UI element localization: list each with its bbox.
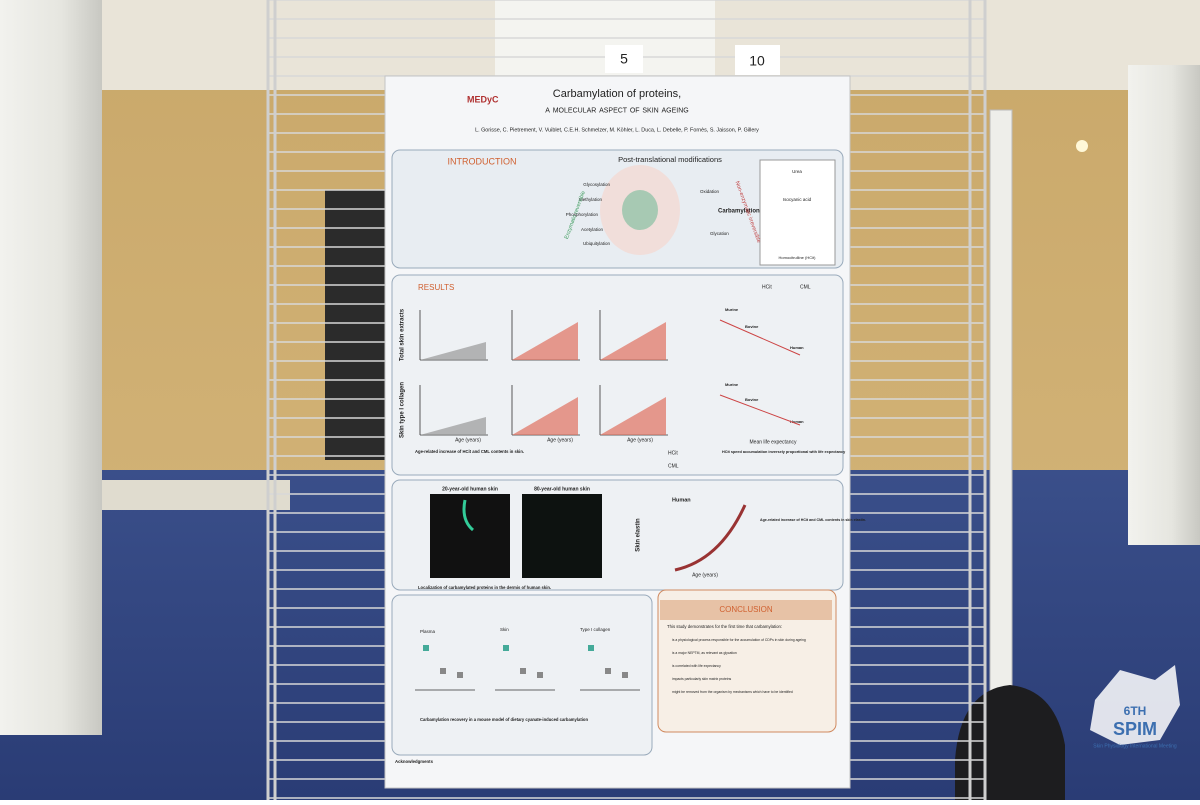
thumb-box — [503, 645, 509, 651]
conclusion-bullet: is a major NEPTM, as relevant as glycati… — [672, 651, 737, 655]
axis-label: Age (years) — [455, 437, 481, 443]
thumb-box — [622, 672, 628, 678]
reaction-label: Urea — [792, 169, 802, 174]
result-thumbnails — [415, 310, 801, 691]
legend-label: HCit — [668, 450, 678, 456]
caption: Localization of carbamylated proteins in… — [418, 585, 551, 590]
modification-label: Phosphorylation — [566, 212, 599, 217]
species-label: Human — [790, 419, 804, 424]
species-label: Human — [790, 345, 804, 350]
modification-label: Methylation — [579, 197, 603, 202]
thumb-box — [537, 672, 543, 678]
thumb-line — [719, 394, 801, 426]
number-card-label: 5 — [620, 51, 628, 67]
legend-label: CML — [668, 463, 679, 469]
thumb-box — [588, 645, 594, 651]
caption: HCit speed accumulation inversely propor… — [722, 450, 846, 454]
ceiling-light — [1076, 140, 1088, 152]
thumb-curve — [674, 504, 747, 572]
species-label: Bovine — [745, 397, 759, 402]
thumb-area — [420, 342, 486, 360]
species-label: Murine — [725, 382, 739, 387]
micrograph — [430, 494, 510, 578]
reaction-label: Isocyanic acid — [783, 197, 812, 202]
modification-label: Acetylation — [581, 227, 604, 232]
caption: Age-related increase of HCit and CML con… — [415, 449, 524, 454]
side-poster — [989, 109, 1013, 751]
logo-text: MEDyC — [467, 94, 499, 104]
thumb-box — [423, 645, 429, 651]
pillar — [0, 0, 102, 735]
panel-label: Type I collagen — [580, 627, 611, 632]
reaction-label: Homocitrulline (HCit) — [779, 255, 817, 260]
row-label: Total skin extracts — [400, 308, 406, 361]
conclusion-bullet: is a physiological process responsible f… — [672, 638, 806, 642]
modification-label: Carbamylation — [718, 209, 760, 215]
thumb-area — [420, 417, 486, 435]
mouse-panel — [391, 594, 653, 756]
micrograph — [522, 494, 602, 578]
image-label: 80-year-old human skin — [534, 486, 590, 492]
protein-illustration — [622, 190, 658, 230]
conclusion-bullet: impacts particularly skin matrix protein… — [672, 677, 731, 681]
axis-label: Age (years) — [547, 437, 573, 443]
section-heading: INTRODUCTION — [448, 156, 517, 166]
conclusion-panel — [657, 589, 837, 733]
species-label: Human — [672, 497, 691, 503]
species-label: Bovine — [745, 324, 759, 329]
section-heading: CONCLUSION — [719, 605, 773, 614]
pillar — [1128, 65, 1200, 545]
number-card — [735, 45, 780, 75]
thumb-area — [600, 322, 666, 360]
conclusion-bullet: is correlated with life expectancy — [672, 664, 721, 668]
axis-label: Mean life expectancy — [750, 439, 797, 445]
backpack — [955, 685, 1065, 800]
species-label: Murine — [725, 307, 739, 312]
baseboard — [100, 480, 290, 510]
legend-label: CML — [800, 284, 811, 290]
panel-label: Skin — [500, 627, 509, 632]
conclusion-bullet: might be removed from the organism by me… — [672, 690, 793, 694]
legend-label: HCit — [762, 284, 772, 290]
caption: Carbamylation recovery in a mouse model … — [420, 717, 588, 722]
modification-label: Ubiquitylation — [583, 241, 611, 246]
row-label: Skin type I collagen — [400, 382, 406, 438]
acknowledgments: Acknowledgments — [395, 759, 434, 764]
modification-label: Glycation — [710, 231, 729, 236]
badge-edition: 6TH — [1124, 704, 1147, 718]
thumb-area — [512, 397, 578, 435]
staining — [462, 499, 475, 532]
badge-subtitle: Skin Physiology International Meeting — [1093, 743, 1177, 749]
poster-title: Carbamylation of proteins, — [553, 88, 681, 100]
doorway — [325, 190, 385, 460]
thumb-box — [605, 668, 611, 674]
authors: L. Gorisse, C. Pietrement, V. Vuiblet, C… — [475, 127, 759, 133]
diagram-title: Post-translational modifications — [618, 155, 722, 164]
axis-label: Age (years) — [692, 572, 718, 578]
thumb-box — [520, 668, 526, 674]
badge-name: SPIM — [1113, 719, 1157, 739]
number-card — [605, 45, 643, 73]
modification-label: Glycosylation — [583, 182, 610, 187]
caption: Age-related increase of HCit and CML con… — [760, 518, 866, 522]
badge-shape — [1090, 665, 1180, 745]
number-card-label: 10 — [749, 53, 765, 69]
poster-title: a molecular aspect of skin ageing — [545, 105, 688, 116]
reaction-box — [759, 159, 836, 266]
thumb-box — [457, 672, 463, 678]
thumb-area — [512, 322, 578, 360]
panel-label: Plasma — [420, 629, 436, 634]
axis-label: Age (years) — [627, 437, 653, 443]
row-label: Skin elastin — [636, 518, 642, 552]
image-label: 20-year-old human skin — [442, 486, 498, 492]
thumb-area — [600, 397, 666, 435]
thumb-line — [719, 319, 801, 356]
section-heading: RESULTS — [418, 283, 454, 292]
conclusion-header — [660, 600, 832, 620]
thumb-box — [440, 668, 446, 674]
modification-label: Oxidation — [700, 189, 720, 194]
conclusion-text: This study demonstrates for the first ti… — [667, 624, 782, 629]
